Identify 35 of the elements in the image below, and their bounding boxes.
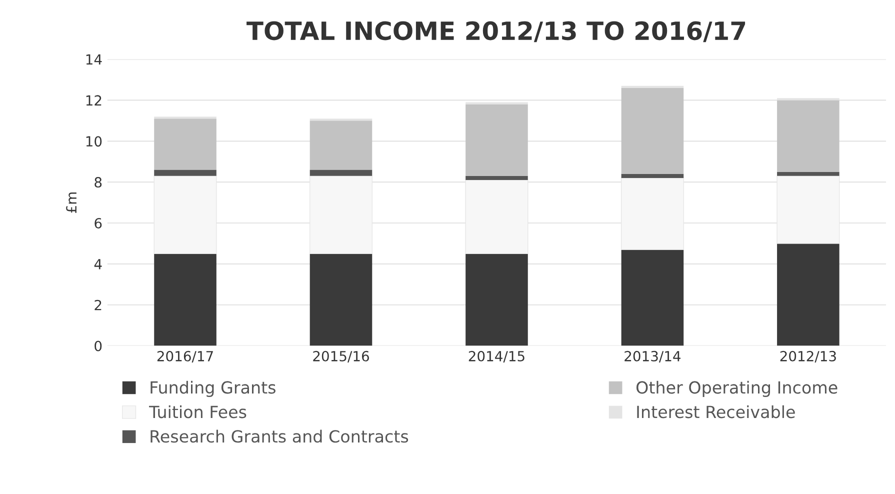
bar: [777, 243, 840, 346]
bar: [310, 254, 372, 346]
y-tick-label: 6: [94, 218, 102, 228]
x-tick-label: 2015/16: [313, 350, 369, 363]
bar: [154, 170, 216, 176]
y-tick-label: 0: [94, 340, 102, 352]
bar: [621, 174, 684, 178]
bar: [621, 250, 684, 346]
y-tick-label: 4: [94, 259, 102, 270]
bar: [466, 254, 528, 346]
x-tick-label: 2016/17: [157, 350, 213, 363]
bar: [466, 104, 528, 176]
legend-label: Funding Grants: [150, 380, 276, 397]
y-tick-label: 14: [86, 54, 102, 65]
legend-label: Interest Receivable: [637, 405, 795, 418]
y-axis-title: £m: [66, 192, 76, 213]
bar: [154, 118, 216, 170]
legend-label: Research Grants and Contracts: [150, 430, 408, 443]
bar: [777, 100, 840, 172]
x-tick-label: 2014/15: [468, 350, 524, 363]
legend-label: Other Operating Income: [636, 380, 838, 397]
x-tick-label: 2012/13: [780, 350, 836, 363]
x-tick-label: 2013/14: [624, 350, 681, 363]
bar: [777, 172, 840, 176]
chart-title: TOTAL INCOME 2012/13 TO 2016/17: [246, 21, 746, 42]
bar: [310, 170, 372, 176]
legend-label: Tuition Fees: [149, 405, 246, 418]
bar: [154, 254, 216, 346]
bar: [621, 88, 684, 174]
bar: [466, 176, 528, 180]
bar: [310, 120, 372, 170]
y-tick-label: 8: [94, 177, 102, 188]
y-tick-label: 2: [94, 300, 102, 310]
y-tick-label: 12: [86, 95, 102, 106]
y-tick-label: 10: [86, 136, 102, 147]
